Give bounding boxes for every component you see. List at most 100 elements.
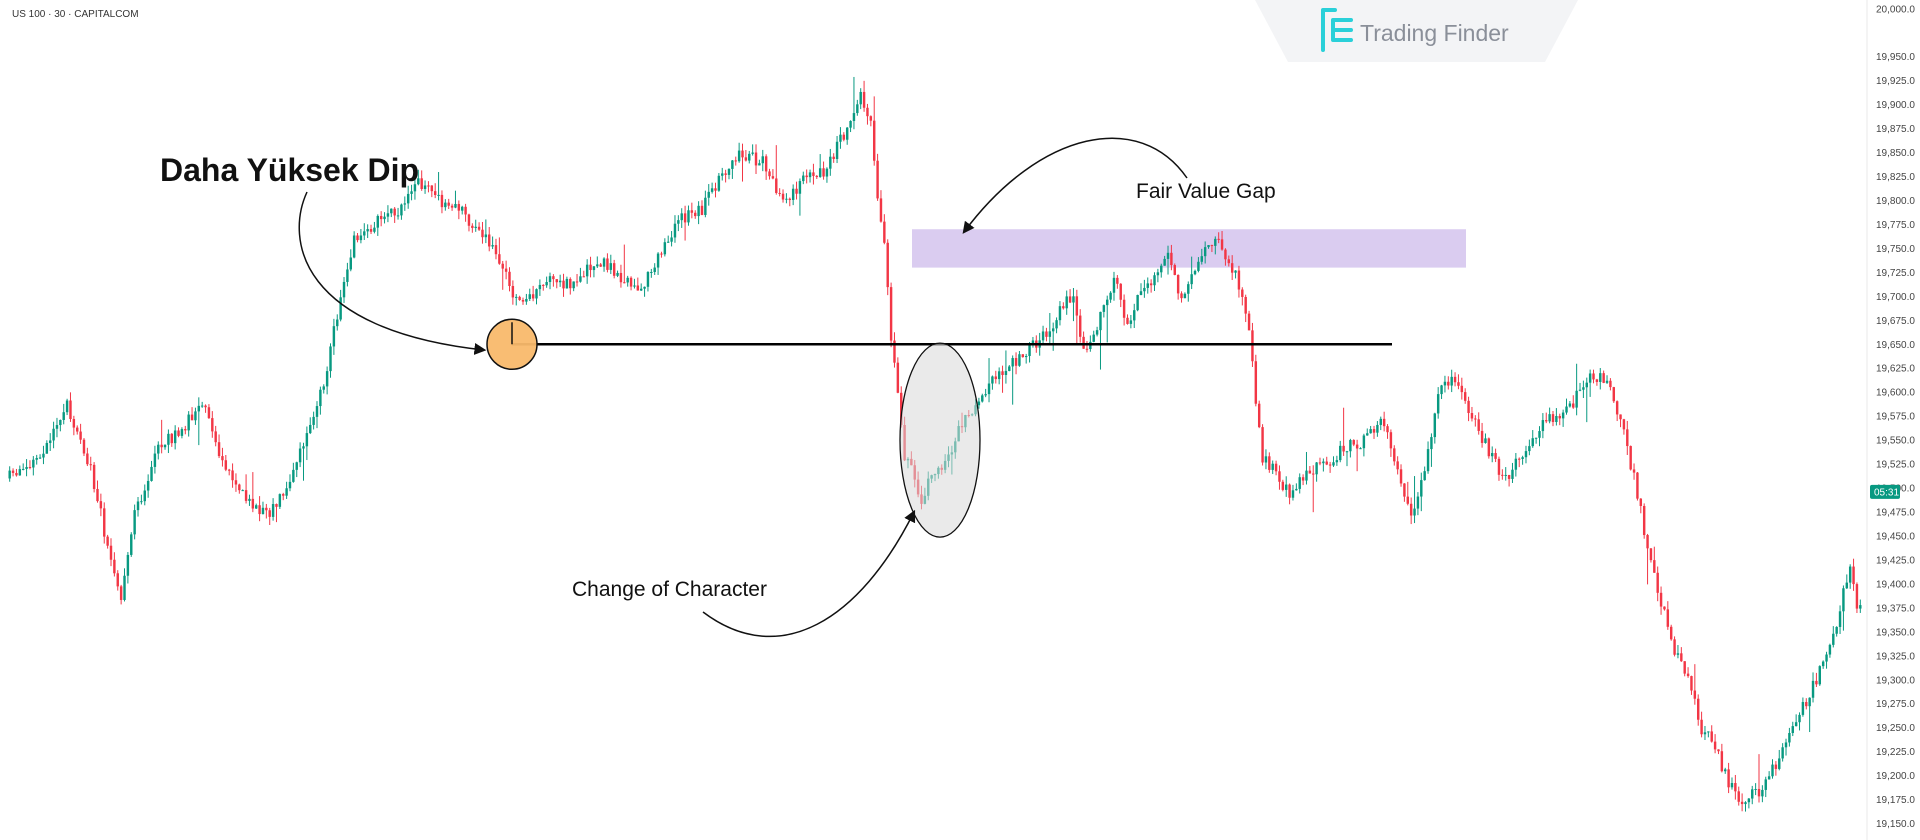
candle-down bbox=[1325, 461, 1328, 465]
candle-up bbox=[558, 280, 562, 283]
candle-up bbox=[400, 204, 403, 216]
candle-up bbox=[1585, 382, 1588, 388]
candle-up bbox=[991, 376, 994, 384]
candle-up bbox=[1413, 508, 1416, 516]
candle-up bbox=[798, 181, 802, 194]
price-tick-label: 19,375.0 bbox=[1876, 603, 1915, 614]
price-tick-label: 19,650.0 bbox=[1876, 340, 1915, 351]
candle-down bbox=[1737, 791, 1740, 802]
candle-up bbox=[535, 289, 538, 299]
candle-down bbox=[1497, 458, 1501, 475]
candle-down bbox=[1312, 473, 1315, 475]
candle-down bbox=[1085, 348, 1089, 350]
candle-up bbox=[687, 210, 690, 223]
candle-up bbox=[1811, 680, 1815, 698]
candle-up bbox=[1166, 252, 1170, 259]
candle-up bbox=[1531, 438, 1534, 447]
price-tick-label: 19,800.0 bbox=[1876, 196, 1915, 207]
candle-down bbox=[1690, 676, 1693, 691]
candle-up bbox=[1092, 334, 1095, 342]
candle-up bbox=[1521, 457, 1524, 459]
candle-down bbox=[1632, 469, 1636, 473]
candle-down bbox=[427, 185, 430, 187]
price-tick-label: 19,400.0 bbox=[1876, 579, 1915, 590]
candle-up bbox=[585, 264, 589, 277]
candle-up bbox=[1764, 779, 1767, 790]
candle-up bbox=[646, 272, 650, 287]
candle-up bbox=[1430, 437, 1433, 450]
candle-down bbox=[724, 173, 727, 175]
candle-up bbox=[42, 453, 45, 458]
candle-up bbox=[315, 406, 319, 417]
candle-up bbox=[1825, 654, 1828, 662]
candle-down bbox=[636, 285, 640, 291]
candle-up bbox=[133, 510, 136, 535]
candle-up bbox=[295, 462, 298, 470]
candle-up bbox=[1291, 490, 1295, 498]
candle-up bbox=[417, 178, 420, 185]
candle-up bbox=[1146, 283, 1149, 288]
candle-down bbox=[1457, 382, 1460, 386]
candle-up bbox=[180, 429, 184, 436]
candle-down bbox=[1474, 418, 1477, 420]
candle-down bbox=[619, 272, 623, 283]
candle-up bbox=[663, 242, 667, 255]
candle-down bbox=[1659, 592, 1663, 607]
candle-down bbox=[234, 480, 238, 485]
candle-down bbox=[714, 188, 717, 191]
price-axis[interactable]: 20,000.0 19,950.0 19,925.0 19,900.0 19,875.0… bbox=[1876, 4, 1915, 830]
candle-down bbox=[1254, 361, 1258, 404]
candle-up bbox=[1490, 453, 1494, 457]
candle-down bbox=[771, 176, 775, 179]
candle-down bbox=[457, 203, 461, 211]
candle-down bbox=[204, 405, 207, 408]
candle-down bbox=[872, 120, 876, 161]
candle-down bbox=[1180, 293, 1183, 299]
candle-down bbox=[582, 276, 586, 278]
price-tick-label: 19,450.0 bbox=[1876, 531, 1915, 542]
candle-up bbox=[65, 400, 69, 413]
candle-up bbox=[1859, 605, 1862, 609]
candle-up bbox=[444, 202, 447, 208]
candle-down bbox=[1663, 606, 1666, 610]
candle-up bbox=[1099, 311, 1102, 331]
candle-up bbox=[59, 419, 62, 426]
candle-up bbox=[1197, 261, 1200, 271]
candle-up bbox=[150, 466, 153, 481]
candle-up bbox=[288, 481, 292, 489]
candle-down bbox=[1653, 560, 1656, 573]
candle-down bbox=[251, 498, 255, 509]
candle-up bbox=[1821, 661, 1825, 667]
candle-down bbox=[862, 91, 866, 108]
candle-up bbox=[639, 288, 643, 291]
candle-down bbox=[1078, 315, 1082, 337]
candle-up bbox=[852, 113, 856, 121]
candle-up bbox=[383, 216, 386, 220]
candle-up bbox=[474, 226, 477, 228]
candle-up bbox=[1160, 265, 1163, 273]
candle-up bbox=[680, 213, 683, 221]
candle-down bbox=[521, 299, 525, 302]
candle-up bbox=[670, 237, 673, 242]
candle-up bbox=[390, 208, 393, 214]
candle-up bbox=[157, 444, 160, 454]
candle-down bbox=[1082, 336, 1085, 349]
candle-up bbox=[167, 433, 170, 445]
candle-up bbox=[8, 470, 11, 479]
candle-down bbox=[508, 271, 511, 287]
candle-up bbox=[829, 156, 832, 169]
candle-up bbox=[545, 282, 548, 286]
candle-down bbox=[96, 488, 99, 502]
candle-up bbox=[1767, 776, 1771, 780]
candle-up bbox=[1190, 274, 1193, 285]
candle-up bbox=[997, 371, 1001, 380]
candle-down bbox=[531, 294, 535, 299]
candle-down bbox=[211, 418, 214, 432]
candle-up bbox=[1011, 358, 1014, 367]
candle-up bbox=[1761, 789, 1764, 797]
candle-up bbox=[363, 231, 366, 236]
candle-up bbox=[835, 141, 839, 159]
candle-up bbox=[981, 395, 984, 402]
candle-up bbox=[153, 453, 157, 467]
